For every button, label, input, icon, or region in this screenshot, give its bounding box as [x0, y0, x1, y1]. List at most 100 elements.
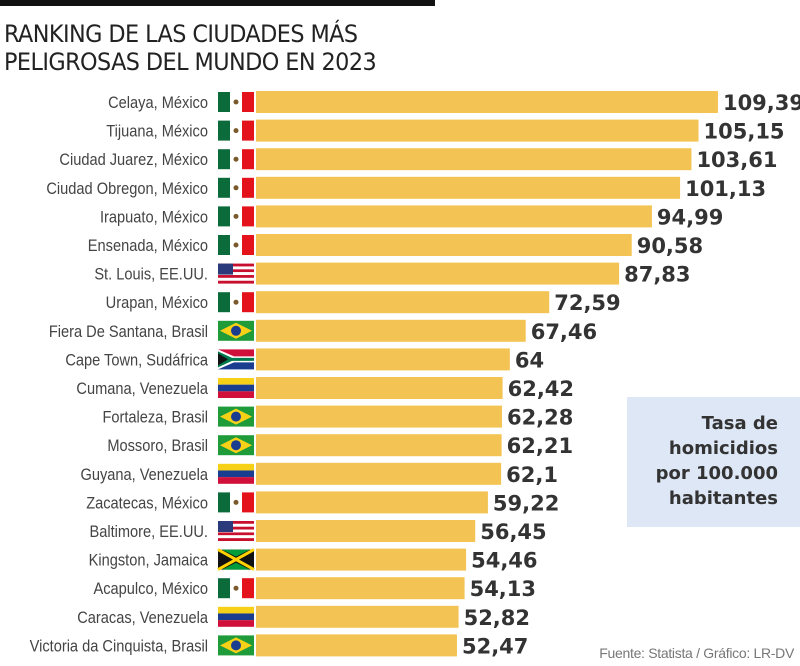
chart-title: RANKING DE LAS CIUDADES MÁS PELIGROSAS D… [4, 20, 377, 76]
flag-saltire [217, 548, 255, 571]
usa-flag-icon [218, 521, 254, 541]
flag-stripe [218, 272, 254, 276]
value-label: 54,13 [470, 577, 536, 601]
bar-row: Ensenada, México 90,58 [88, 234, 703, 258]
venezuela-flag-icon [218, 378, 254, 398]
bar [256, 548, 467, 571]
flag-stripe [242, 149, 254, 170]
flag-stripe [218, 384, 254, 392]
flag-stripe [218, 92, 230, 112]
bar-row: Urapan, México 72,59 [106, 291, 621, 315]
bar [256, 377, 503, 399]
flag-stripe [218, 269, 254, 273]
value-label: 54,46 [471, 549, 537, 573]
category-label: Mossoro, Brasil [107, 437, 208, 455]
category-label: St. Louis, EE.UU. [94, 266, 208, 284]
flag-stripe [218, 349, 254, 360]
flag-emblem [233, 213, 239, 219]
category-label: Tijuana, México [106, 123, 208, 141]
category-label: Irapuato, México [100, 208, 208, 226]
mexico-flag-icon [218, 149, 254, 170]
flag-stripe [242, 578, 254, 599]
legend-line: Tasa de [701, 413, 778, 434]
flag-stripe [218, 235, 230, 255]
bar-row: Celaya, México 109,39 [108, 91, 800, 115]
flag-band [218, 351, 254, 368]
category-label: Urapan, México [106, 294, 208, 312]
jamaica-flag-icon [217, 548, 255, 571]
bar-row: Kingston, Jamaica 54,46 [89, 548, 538, 573]
flag-stripe [218, 266, 254, 270]
bar [256, 262, 620, 285]
value-label: 90,58 [637, 234, 703, 258]
flag-globe [231, 411, 241, 422]
venezuela-flag-icon [218, 463, 254, 484]
bar [256, 520, 476, 542]
bar-row: Guyana, Venezuela 62,1 [80, 462, 558, 487]
brazil-flag-icon [218, 635, 254, 656]
title-line-1: RANKING DE LAS CIUDADES MÁS [4, 20, 358, 48]
bar [256, 634, 457, 657]
bar-row: Cape Town, Sudáfrica 64 [65, 348, 544, 372]
top-rule [0, 0, 435, 6]
bar [256, 234, 632, 256]
bar-row: Zacatecas, México 59,22 [86, 491, 559, 515]
flag-emblem [233, 185, 239, 191]
flag-stripe [218, 149, 230, 170]
flag-stripe [242, 492, 254, 513]
flag-stripe [218, 177, 230, 198]
flag-stripe [218, 526, 254, 530]
flag-stripe [218, 263, 254, 267]
value-label: 62,21 [507, 434, 573, 458]
bar-row: Acapulco, México 54,13 [93, 577, 536, 601]
source-note: Fuente: Statista / Gráfico: LR-DV [599, 645, 794, 661]
mexico-flag-icon [218, 292, 254, 313]
mexico-flag-icon [218, 206, 254, 227]
bar [256, 434, 502, 457]
brazil-flag-icon [218, 406, 254, 427]
value-label: 56,45 [480, 520, 546, 544]
bar [256, 176, 681, 199]
value-label: 62,1 [506, 463, 558, 487]
mexico-flag-icon [218, 578, 254, 599]
venezuela-flag-icon [218, 606, 254, 627]
category-label: Fortaleza, Brasil [102, 409, 208, 427]
flag-stripe [218, 378, 254, 385]
category-label: Baltimore, EE.UU. [89, 523, 208, 541]
flag-stripe [242, 206, 254, 227]
value-label: 101,13 [685, 177, 766, 201]
flag-stripe [218, 463, 254, 471]
bar [256, 119, 699, 142]
bar [256, 205, 652, 228]
flag-emblem [233, 99, 239, 105]
brazil-flag-icon [218, 320, 254, 341]
flag-stripe [218, 521, 254, 524]
flag-stripe [218, 206, 230, 227]
flag-stripe [218, 492, 230, 513]
flag-emblem [233, 128, 239, 134]
category-label: Victoria da Cinquista, Brasil [30, 637, 208, 655]
flag-emblem [233, 299, 239, 305]
bar [256, 319, 526, 342]
bar-row: Irapuato, México 94,99 [100, 205, 723, 229]
bar-row: Ciudad Obregon, México 101,13 [46, 176, 766, 201]
mexico-flag-icon [218, 92, 254, 112]
category-label: Zacatecas, México [86, 494, 208, 512]
title-line-2: PELIGROSAS DEL MUNDO EN 2023 [4, 48, 377, 76]
flag-stripe [218, 578, 230, 599]
category-label: Cape Town, Sudáfrica [65, 351, 208, 369]
bar-row: Baltimore, EE.UU. 56,45 [89, 520, 547, 544]
category-label: Caracas, Venezuela [77, 609, 208, 627]
bar-row: Cumana, Venezuela 62,42 [76, 377, 574, 401]
flag-stripe [218, 470, 254, 478]
flag-stripe [218, 606, 254, 614]
mexico-flag-icon [218, 235, 254, 255]
value-label: 64 [515, 348, 544, 372]
value-label: 105,15 [704, 120, 785, 144]
category-label: Ciudad Obregon, México [46, 180, 208, 198]
flag-stripe [218, 535, 254, 539]
bar [256, 348, 510, 371]
flag-globe [231, 640, 241, 651]
mexico-flag-icon [218, 177, 254, 198]
